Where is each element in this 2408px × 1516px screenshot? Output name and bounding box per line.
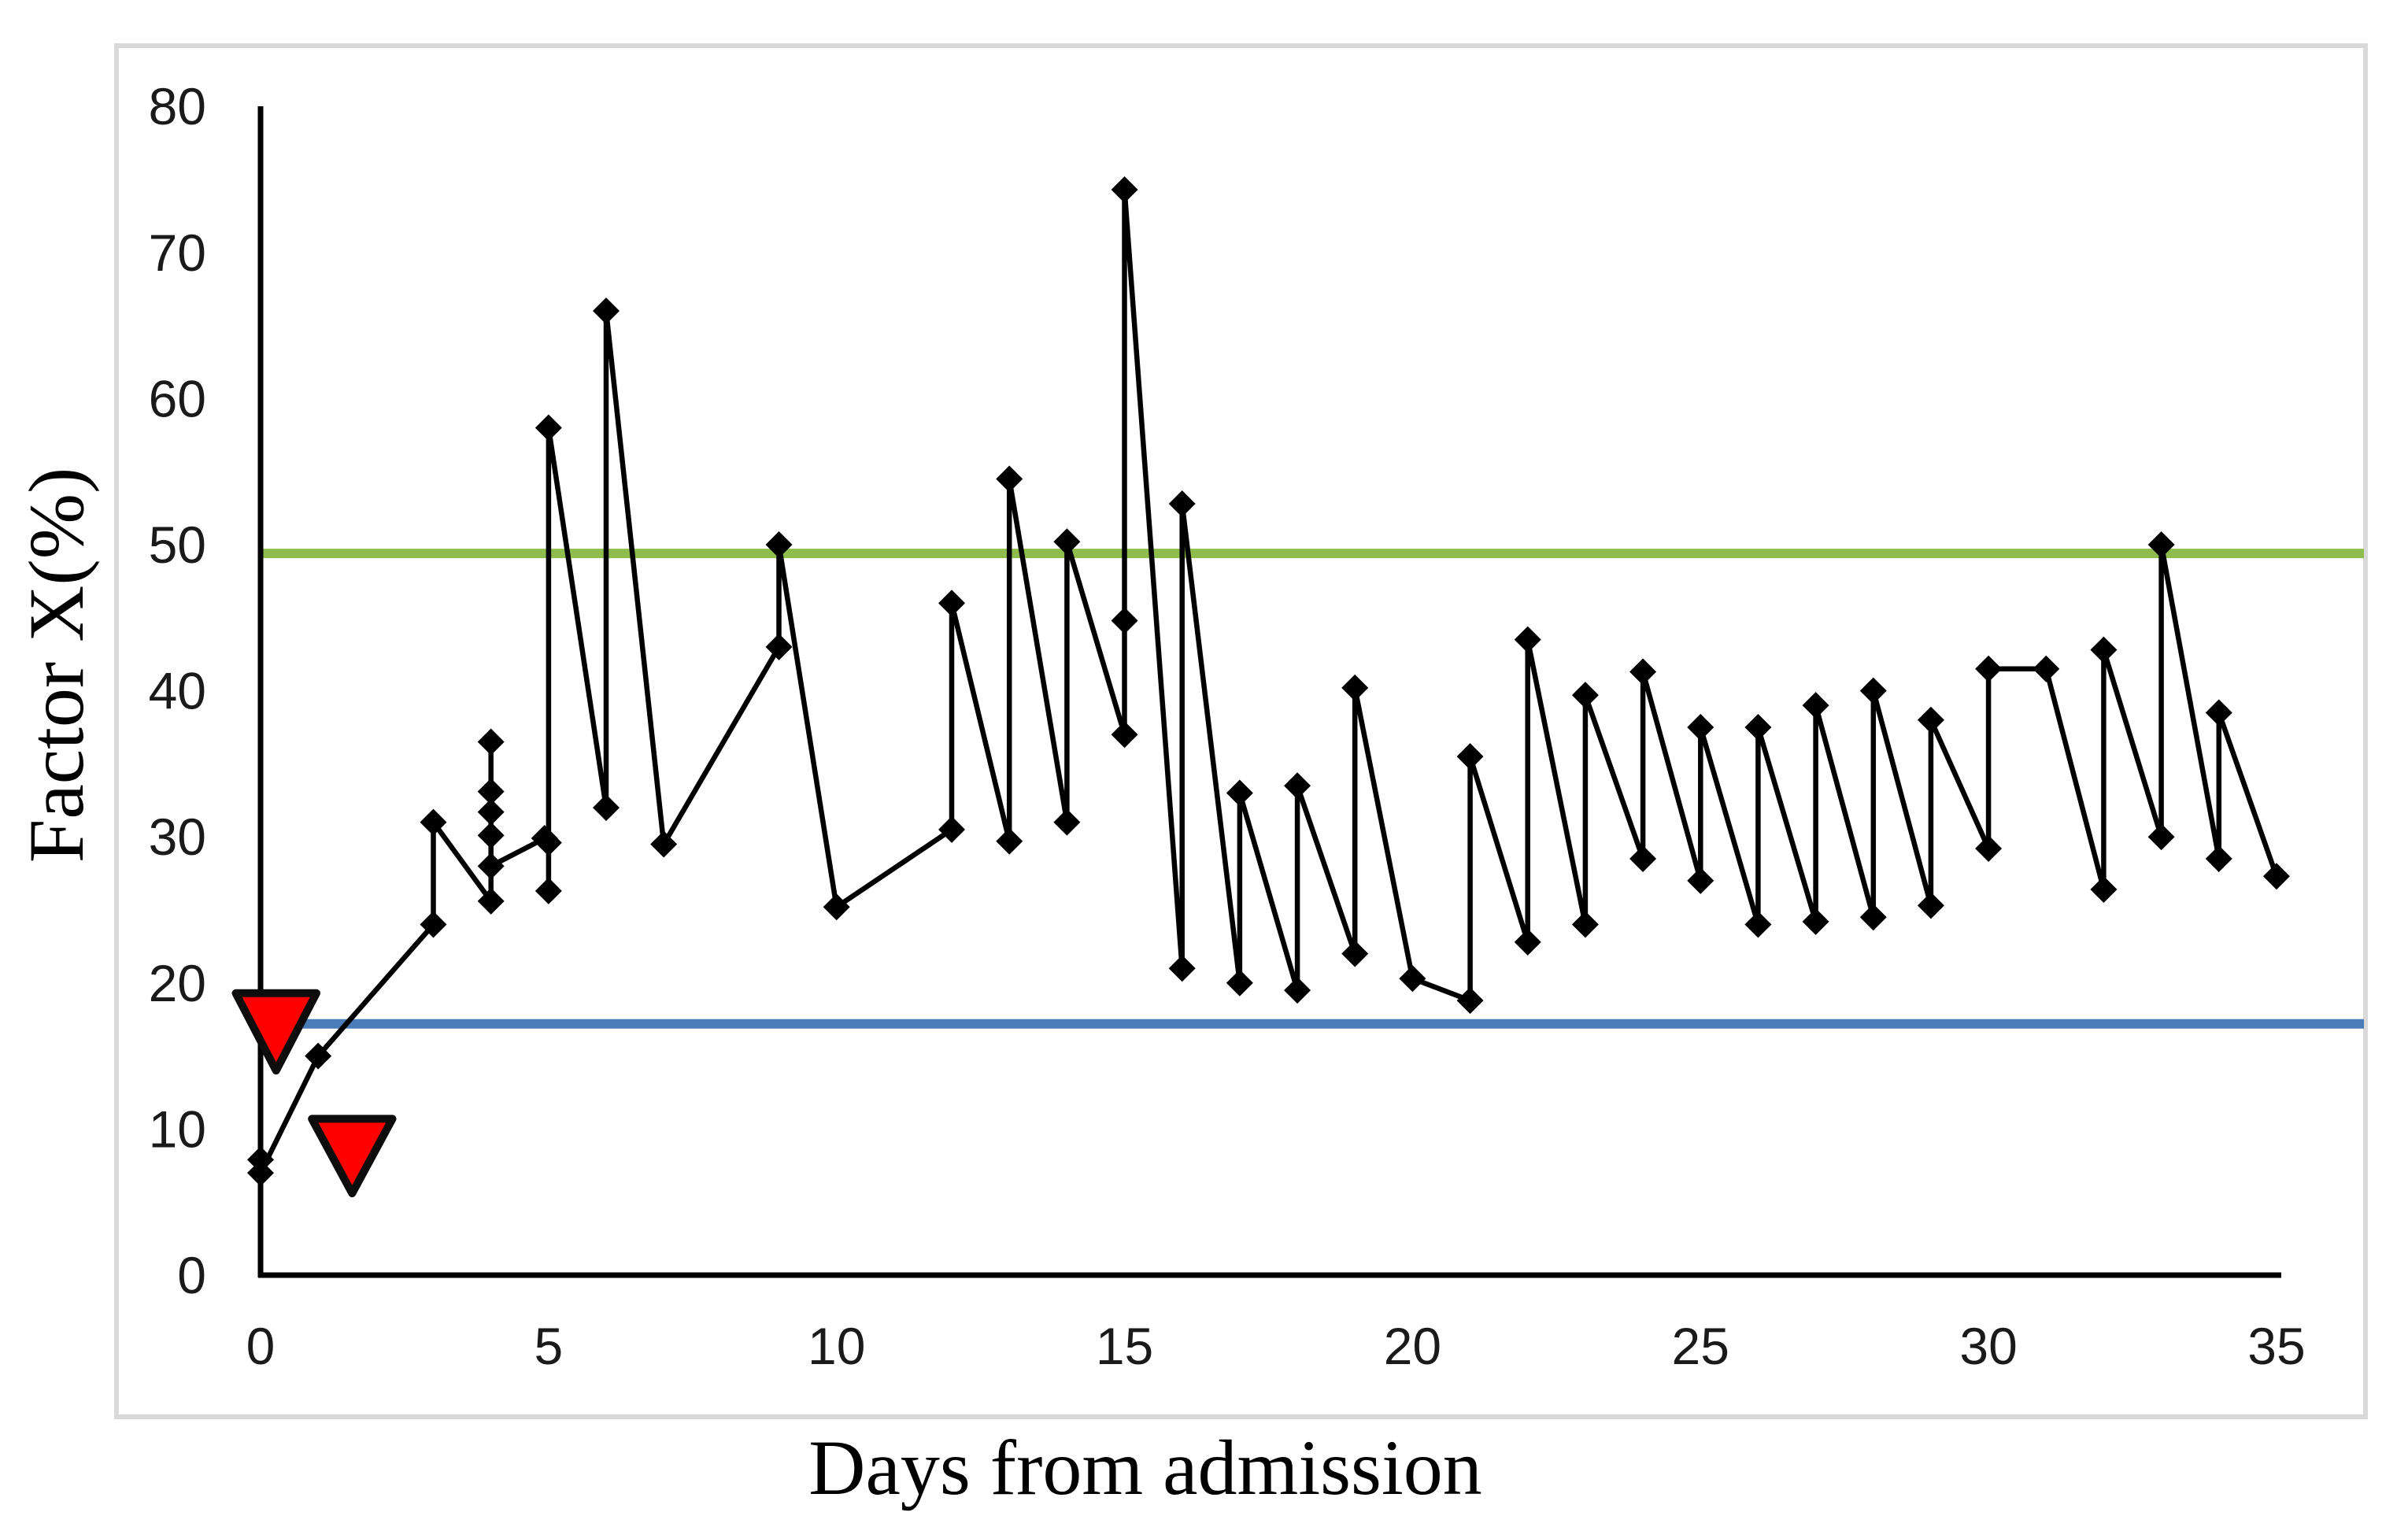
diamond-marker [420, 808, 447, 836]
y-tick-label: 70 [149, 224, 206, 282]
diamond-marker [247, 1159, 274, 1187]
diamond-marker [938, 590, 966, 617]
diamond-marker [534, 829, 562, 856]
diamond-marker [477, 798, 505, 826]
x-axis-title: Days from admission [808, 1424, 1482, 1511]
figure-border [114, 43, 2368, 1419]
diamond-marker [420, 911, 447, 938]
diamond-marker [2090, 636, 2118, 664]
diamond-marker [1802, 692, 1829, 719]
diamond-marker [1514, 626, 1541, 653]
x-tick-label: 20 [1384, 1317, 1441, 1375]
diamond-marker [1571, 682, 1599, 709]
diamond-marker [477, 822, 505, 849]
diamond-marker [2205, 699, 2232, 727]
diamond-marker [1687, 714, 1714, 741]
diamond-marker [534, 877, 562, 904]
diamond-marker [1111, 721, 1138, 749]
diamond-marker [1917, 706, 1944, 734]
diamond-marker [2262, 863, 2290, 890]
diamond-marker [477, 778, 505, 805]
diamond-marker [1341, 674, 1369, 701]
diamond-marker [1111, 607, 1138, 634]
diamond-marker [1111, 176, 1138, 203]
diamond-marker [593, 298, 620, 325]
diamond-marker [1744, 911, 1772, 938]
diamond-marker [765, 633, 793, 660]
y-tick-label: 60 [149, 369, 206, 427]
x-tick-label: 30 [1959, 1317, 2017, 1375]
diamond-marker [765, 531, 793, 558]
y-tick-label: 50 [149, 516, 206, 574]
diamond-marker [938, 815, 966, 843]
diamond-marker [1629, 658, 1657, 686]
diamond-marker [1629, 845, 1657, 873]
y-tick-label: 10 [149, 1100, 206, 1158]
diamond-marker [477, 728, 505, 756]
diamond-marker [1284, 772, 1311, 800]
diamond-marker [1456, 743, 1484, 771]
diamond-marker [650, 830, 678, 858]
x-tick-label: 10 [808, 1317, 865, 1375]
diamond-marker [1859, 677, 1887, 704]
diamond-marker [1168, 490, 1196, 518]
diamond-marker [1859, 904, 1887, 931]
x-tick-label: 0 [246, 1317, 276, 1375]
y-tick-label: 30 [149, 808, 206, 866]
diamond-marker [1284, 977, 1311, 1004]
diamond-marker [477, 887, 505, 915]
diamond-marker [1802, 908, 1829, 935]
y-tick-label: 20 [149, 954, 206, 1012]
diamond-marker [2147, 531, 2175, 558]
y-tick-label: 40 [149, 662, 206, 720]
diamond-marker [2033, 655, 2060, 682]
diamond-marker [1341, 940, 1369, 967]
x-tick-label: 5 [534, 1317, 563, 1375]
diamond-marker [2147, 823, 2175, 851]
y-tick-label: 0 [177, 1246, 206, 1304]
event-marker-2 [308, 1115, 397, 1198]
diamond-marker [996, 827, 1023, 855]
diamond-marker [305, 1042, 332, 1070]
diamond-marker [1687, 867, 1714, 894]
diamond-marker [1975, 655, 2003, 682]
diamond-marker [1399, 965, 1426, 993]
y-axis-title: Factor X(%) [13, 467, 100, 863]
diamond-marker [996, 465, 1023, 493]
diamond-marker [1456, 987, 1484, 1015]
x-tick-label: 35 [2247, 1317, 2305, 1375]
diamond-marker [1168, 955, 1196, 982]
diamond-marker [1053, 808, 1081, 836]
diamond-marker [477, 852, 505, 880]
diamond-marker [823, 893, 850, 921]
diamond-marker [1744, 714, 1772, 741]
diamond-marker [593, 794, 620, 822]
x-tick-label: 25 [1672, 1317, 1729, 1375]
x-tick-label: 15 [1096, 1317, 1153, 1375]
diamond-marker [1226, 779, 1253, 807]
diamond-marker [534, 414, 562, 442]
diamond-marker [2205, 845, 2232, 873]
y-tick-label: 80 [149, 77, 206, 135]
diamond-marker [1053, 528, 1081, 556]
diamond-marker [1226, 969, 1253, 996]
diamond-marker [2090, 876, 2118, 904]
diamond-marker [1571, 911, 1599, 938]
diamond-marker [1514, 928, 1541, 956]
event-marker-1 [231, 989, 320, 1075]
diamond-marker [1975, 835, 2003, 863]
diamond-marker [1917, 892, 1944, 919]
